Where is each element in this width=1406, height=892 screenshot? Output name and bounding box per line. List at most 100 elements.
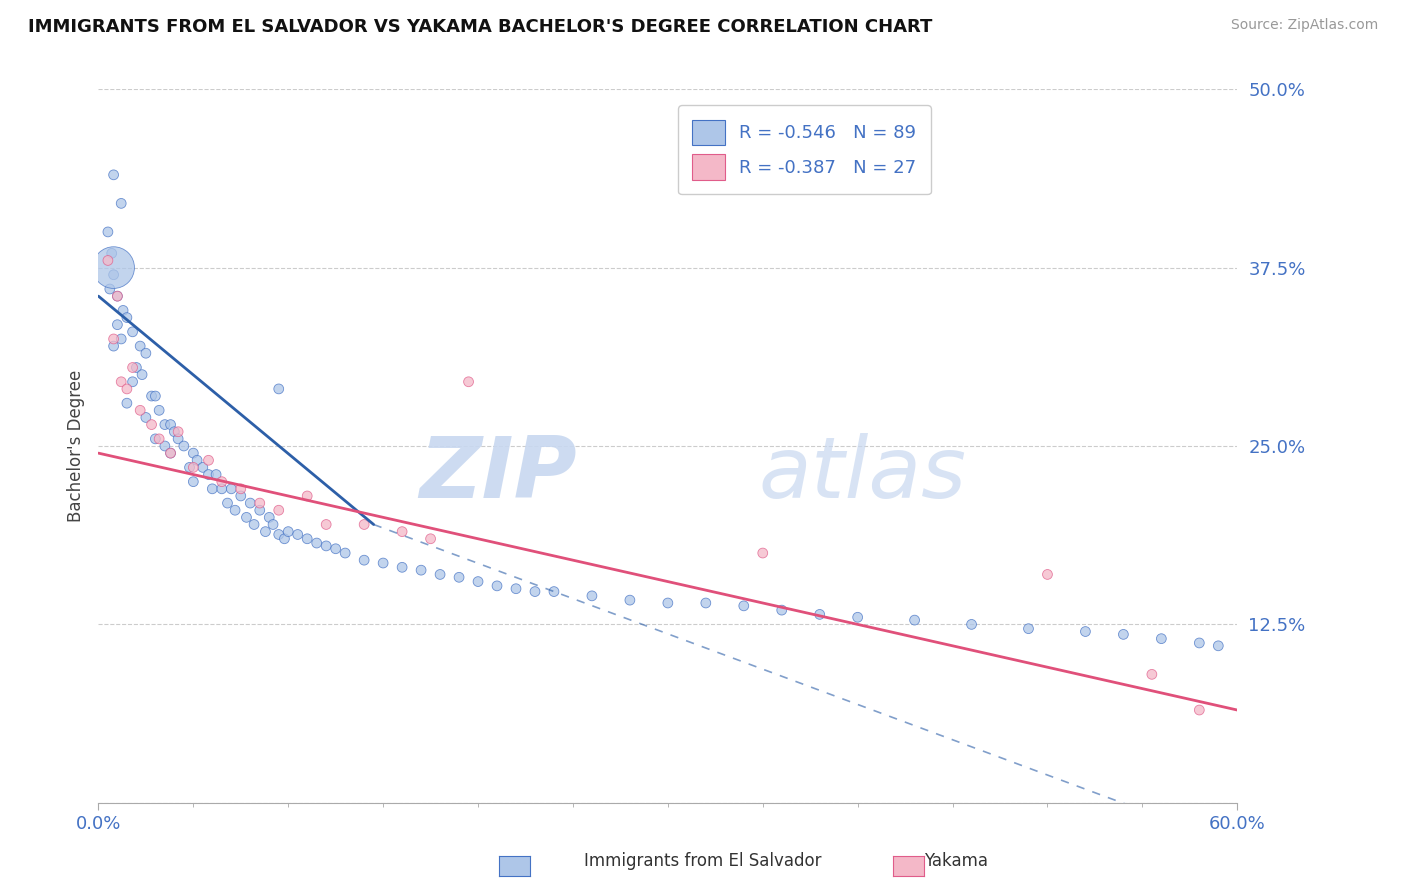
Point bbox=[148, 403, 170, 417]
Text: Source: ZipAtlas.com: Source: ZipAtlas.com bbox=[1230, 18, 1378, 32]
Point bbox=[107, 289, 129, 303]
Point bbox=[115, 310, 138, 325]
Point bbox=[581, 589, 603, 603]
Point bbox=[179, 460, 201, 475]
Point bbox=[695, 596, 717, 610]
Point bbox=[1112, 627, 1135, 641]
Text: atlas: atlas bbox=[759, 433, 967, 516]
Point bbox=[449, 570, 471, 584]
Point bbox=[167, 432, 190, 446]
Point bbox=[243, 517, 266, 532]
Point bbox=[167, 425, 190, 439]
Point bbox=[1036, 567, 1059, 582]
Point bbox=[103, 332, 125, 346]
Point bbox=[97, 253, 120, 268]
Point bbox=[217, 496, 239, 510]
Point bbox=[197, 453, 219, 467]
Point bbox=[201, 482, 224, 496]
Point bbox=[159, 417, 181, 432]
Point bbox=[335, 546, 357, 560]
Point bbox=[419, 532, 441, 546]
Point bbox=[112, 303, 135, 318]
Point bbox=[353, 553, 375, 567]
Point bbox=[297, 489, 319, 503]
Point bbox=[315, 517, 337, 532]
Point bbox=[159, 446, 181, 460]
Point bbox=[129, 339, 152, 353]
Point bbox=[103, 339, 125, 353]
Point bbox=[619, 593, 641, 607]
Point bbox=[186, 453, 208, 467]
Point bbox=[353, 517, 375, 532]
Point bbox=[235, 510, 257, 524]
Point bbox=[249, 496, 271, 510]
Point bbox=[1150, 632, 1173, 646]
Point bbox=[262, 517, 284, 532]
Point bbox=[115, 396, 138, 410]
Point bbox=[121, 375, 143, 389]
Point bbox=[325, 541, 347, 556]
Point bbox=[229, 482, 252, 496]
Point bbox=[457, 375, 479, 389]
Point bbox=[145, 389, 167, 403]
Legend: R = -0.546   N = 89, R = -0.387   N = 27: R = -0.546 N = 89, R = -0.387 N = 27 bbox=[678, 105, 931, 194]
Point bbox=[107, 289, 129, 303]
Point bbox=[224, 503, 246, 517]
Point bbox=[315, 539, 337, 553]
Point bbox=[100, 246, 122, 260]
Point bbox=[1018, 622, 1040, 636]
Point bbox=[297, 532, 319, 546]
Point bbox=[129, 403, 152, 417]
Point bbox=[267, 527, 290, 541]
Point bbox=[197, 467, 219, 482]
Point bbox=[391, 560, 413, 574]
Point bbox=[205, 467, 228, 482]
Point bbox=[254, 524, 277, 539]
Point bbox=[135, 410, 157, 425]
Point bbox=[1208, 639, 1230, 653]
Point bbox=[191, 460, 214, 475]
Point bbox=[467, 574, 489, 589]
Point bbox=[135, 346, 157, 360]
Point bbox=[277, 524, 299, 539]
Point bbox=[1188, 636, 1211, 650]
Text: IMMIGRANTS FROM EL SALVADOR VS YAKAMA BACHELOR'S DEGREE CORRELATION CHART: IMMIGRANTS FROM EL SALVADOR VS YAKAMA BA… bbox=[28, 18, 932, 36]
Point bbox=[141, 417, 163, 432]
Point bbox=[1188, 703, 1211, 717]
Point bbox=[110, 332, 132, 346]
Point bbox=[904, 613, 927, 627]
Point bbox=[221, 482, 243, 496]
Point bbox=[752, 546, 775, 560]
Point bbox=[960, 617, 983, 632]
Point bbox=[305, 536, 328, 550]
Point bbox=[524, 584, 547, 599]
Point bbox=[267, 382, 290, 396]
Point bbox=[239, 496, 262, 510]
Point bbox=[259, 510, 281, 524]
Point bbox=[103, 260, 125, 275]
Point bbox=[121, 360, 143, 375]
Point bbox=[183, 446, 205, 460]
Point bbox=[229, 489, 252, 503]
Point bbox=[846, 610, 869, 624]
Point bbox=[131, 368, 153, 382]
Point bbox=[249, 503, 271, 517]
Point bbox=[1140, 667, 1163, 681]
Point bbox=[163, 425, 186, 439]
Text: Yakama: Yakama bbox=[924, 852, 988, 870]
Point bbox=[153, 439, 176, 453]
Point bbox=[183, 475, 205, 489]
Point bbox=[121, 325, 143, 339]
Point bbox=[141, 389, 163, 403]
Point bbox=[183, 460, 205, 475]
Point bbox=[145, 432, 167, 446]
Point bbox=[211, 475, 233, 489]
Point bbox=[505, 582, 527, 596]
Point bbox=[110, 375, 132, 389]
Point bbox=[103, 168, 125, 182]
Text: Immigrants from El Salvador: Immigrants from El Salvador bbox=[585, 852, 821, 870]
Point bbox=[273, 532, 295, 546]
Point bbox=[98, 282, 121, 296]
Y-axis label: Bachelor's Degree: Bachelor's Degree bbox=[66, 370, 84, 522]
Point bbox=[103, 268, 125, 282]
